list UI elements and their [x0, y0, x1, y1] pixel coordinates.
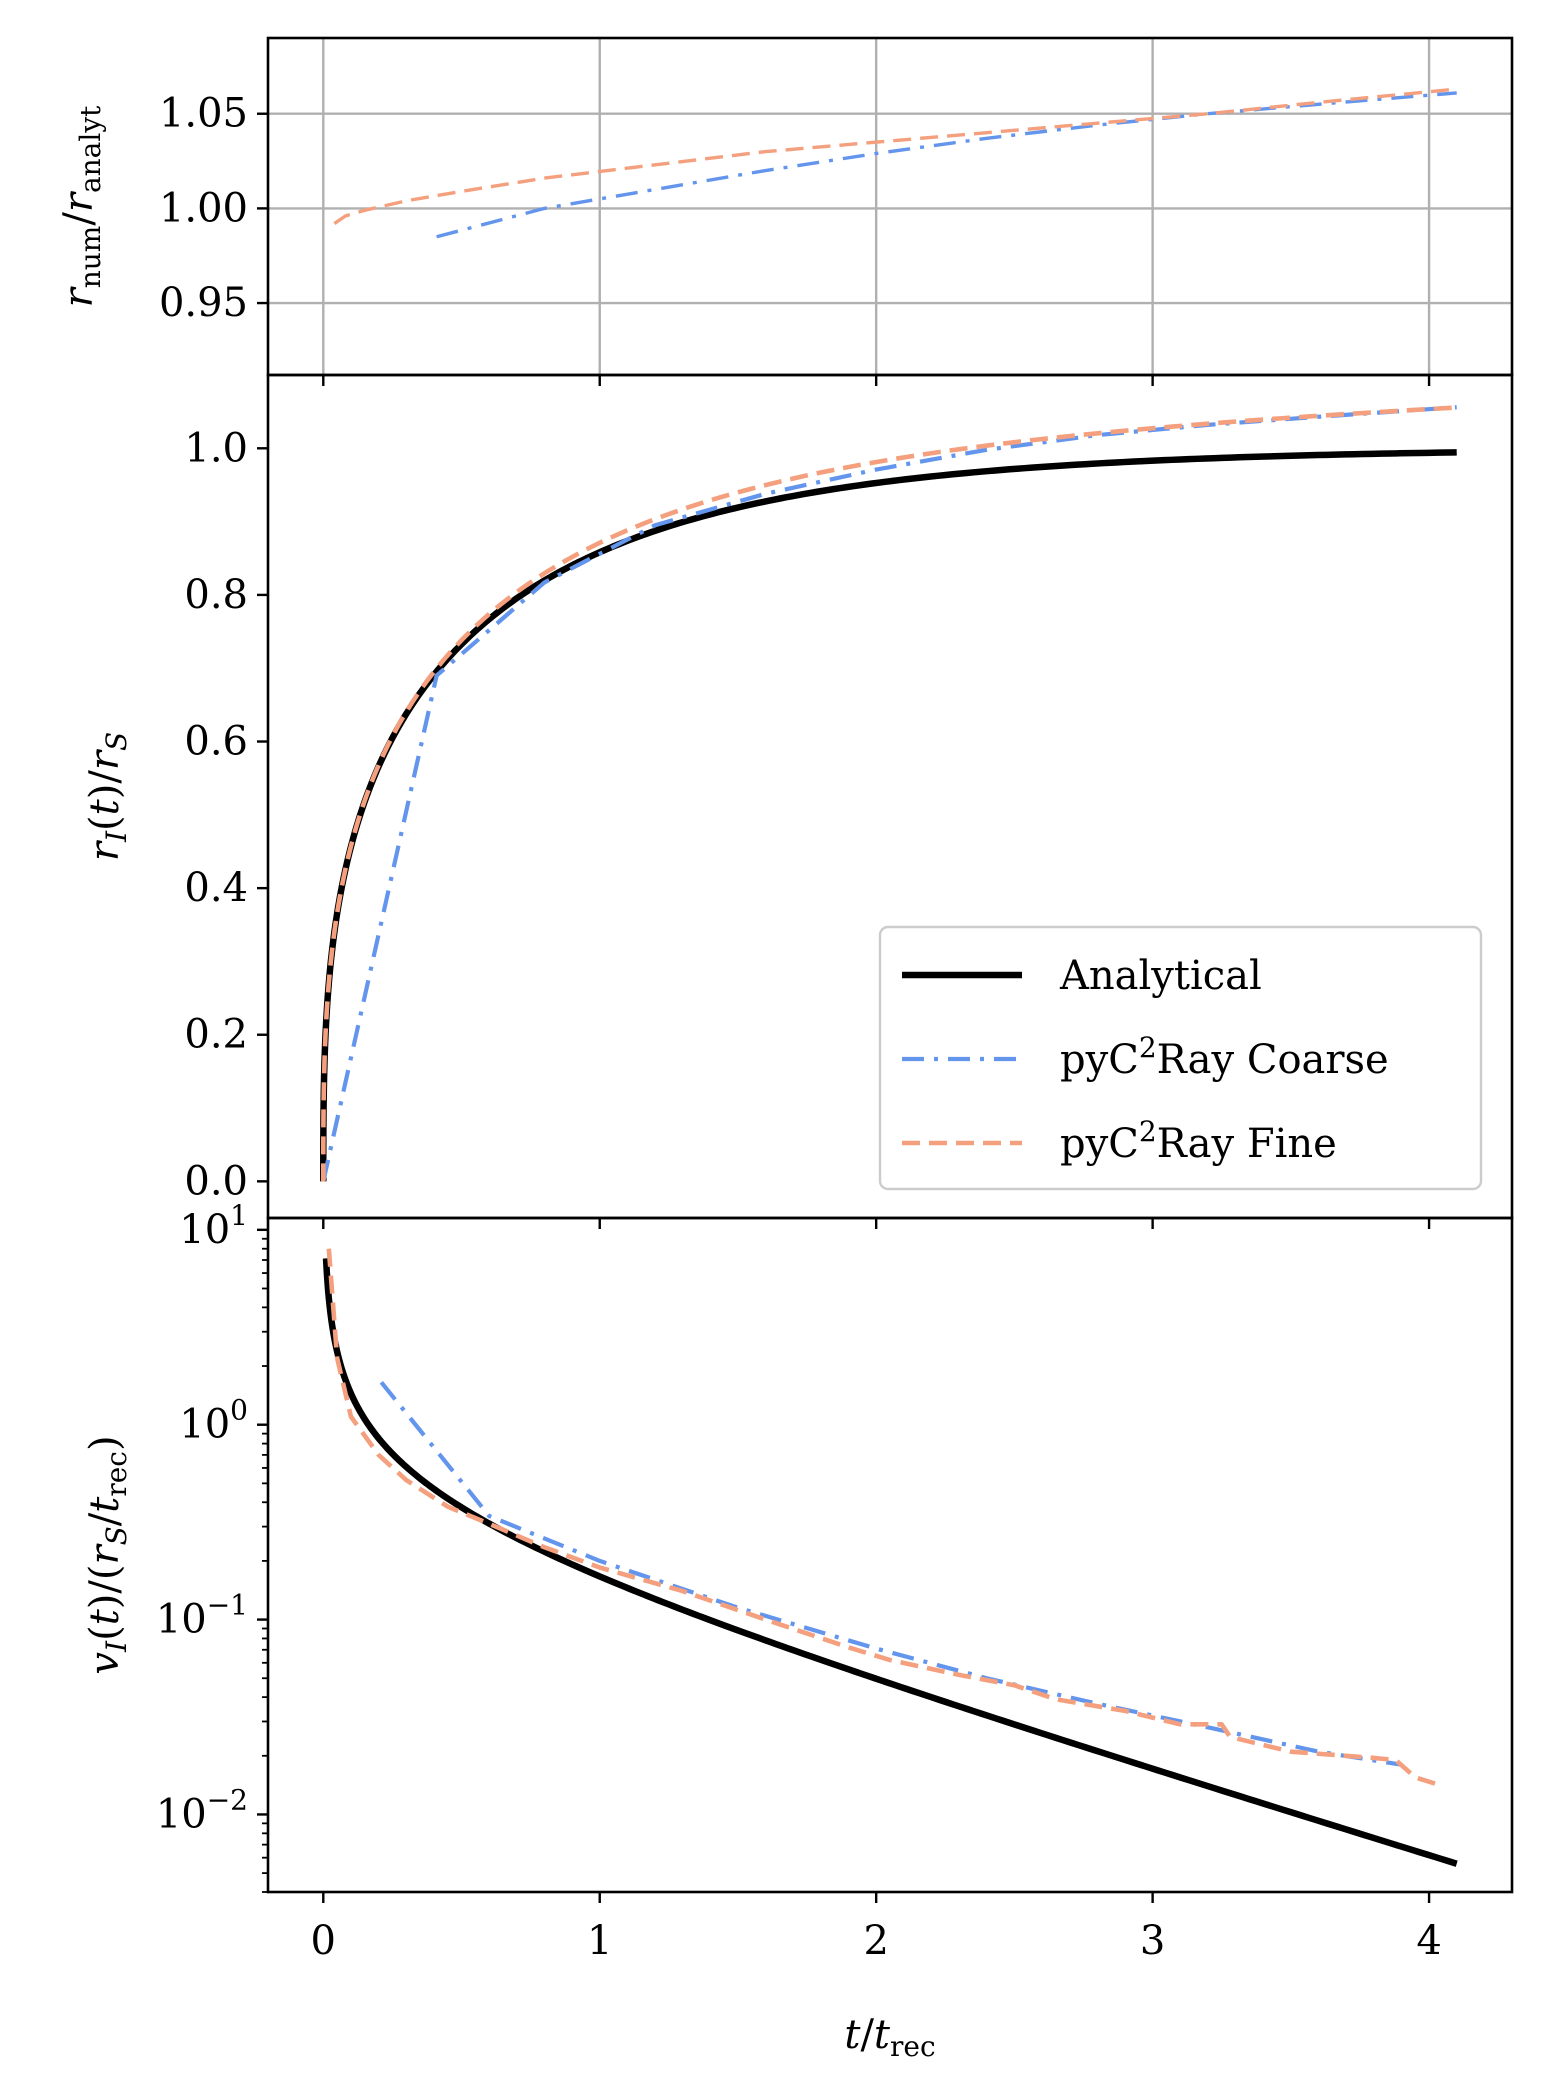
y-tick-label: 1.0 [184, 425, 248, 471]
series-line-pyc-ray-fine [326, 1248, 1444, 1789]
x-tick-label: 2 [863, 1918, 888, 1964]
y-tick-label: 10−1 [156, 1589, 248, 1643]
y-tick-label: 0.8 [184, 572, 248, 618]
series-group [322, 1248, 1458, 1867]
legend-frame [878, 925, 1483, 1191]
y-tick-label: 0.4 [184, 865, 248, 911]
legend-label: pyC2Ray Fine [1060, 1115, 1337, 1167]
panels: 0.951.001.05rnum/ranalyt0.00.20.40.60.81… [56, 36, 1514, 1964]
panel-velocity: 10−2 10−1 100 101 vI(t)/(rS/trec) 0 1 2 3 4 [82, 1199, 1514, 1964]
y-tick-label: 1.05 [159, 91, 248, 137]
y-tick-label: 0.95 [159, 280, 248, 326]
y-tick-label: 0.0 [184, 1158, 248, 1204]
axes-frame [266, 1216, 1514, 1894]
y-axis-label: rI(t)/rS [82, 732, 133, 861]
x-tick-label: 3 [1140, 1918, 1165, 1964]
x-tick-label: 1 [587, 1918, 612, 1964]
series-line-pyc-ray-fine [333, 87, 1457, 225]
y-axis-label: vI(t)/(rS/trec) [82, 1435, 133, 1674]
series-line-pyc-ray-coarse [379, 1381, 1402, 1767]
y-tick-label: 10−2 [156, 1783, 248, 1837]
x-tick-label: 4 [1416, 1918, 1441, 1964]
x-tick-label: 0 [311, 1918, 336, 1964]
y-tick-label: 0.2 [184, 1012, 248, 1058]
series-line-pyc-ray-coarse [436, 91, 1457, 239]
y-tick-label: 100 [179, 1394, 248, 1448]
legend-label: pyC2Ray Coarse [1060, 1031, 1389, 1083]
y-tick-label: 1.00 [159, 185, 248, 231]
x-axis-label: t/trec [844, 2012, 935, 2063]
series-line-pyc-ray-coarse [321, 405, 1457, 1182]
y-axis-label: rnum/ranalyt [56, 105, 107, 308]
legend-label: Analytical [1059, 953, 1262, 999]
y-tick-label: 101 [179, 1199, 248, 1253]
y-tick-label: 0.6 [184, 719, 248, 765]
x-axis-label-text: t/trec [844, 2012, 935, 2063]
series-line-pyc-ray-fine [320, 405, 1457, 1182]
series-line-analytical [322, 1255, 1458, 1867]
panel-radius: 0.0 0.2 0.4 0.6 0.8 1.0 rI(t)/rS Analytical pyC2… [82, 373, 1514, 1229]
legend: Analytical pyC2Ray Coarse pyC2Ray Fine [878, 925, 1483, 1191]
series-group [333, 87, 1457, 239]
series-group [320, 405, 1457, 1182]
